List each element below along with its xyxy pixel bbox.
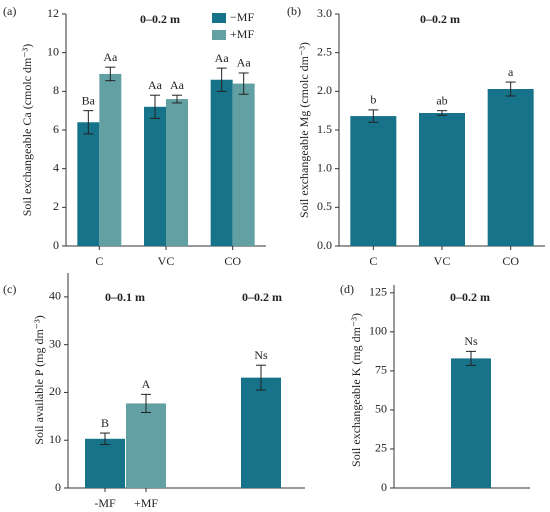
y-tick-label: 20 (49, 384, 61, 398)
y-tick-label: 40 (49, 289, 61, 303)
y-axis-label: Soil exchangeable K (mg dm⁻³) (349, 313, 363, 467)
y-tick-label: 25 (375, 441, 387, 455)
significance-label: Aa (170, 78, 185, 92)
y-tick-label: 0 (55, 480, 61, 494)
bar (451, 358, 491, 488)
y-tick-label: 6 (53, 122, 59, 136)
significance-label: b (370, 93, 376, 107)
y-axis-label: Soil exchangeable Mg (cmolc dm⁻³) (297, 42, 311, 218)
y-tick-label: 10 (47, 44, 59, 58)
x-tick-label: C (369, 254, 377, 268)
x-tick-label: -MF (94, 496, 116, 510)
y-tick-label: 75 (375, 363, 387, 377)
bar (99, 73, 122, 246)
annotation: 0–0.2 m (420, 12, 460, 26)
bar (232, 83, 255, 246)
annotation: 0–0.2 m (242, 290, 282, 304)
significance-label: A (142, 377, 151, 391)
significance-label: Aa (215, 51, 230, 65)
y-tick-label: 1.5 (317, 122, 332, 136)
bar (85, 438, 125, 488)
panel-label: (a) (3, 4, 16, 18)
bar (144, 106, 166, 246)
y-tick-label: 0.0 (317, 238, 332, 252)
significance-label: Aa (237, 56, 252, 70)
y-tick-label: 0 (53, 238, 59, 252)
y-tick-label: 4 (53, 160, 59, 174)
legend-label: +MF (230, 27, 254, 41)
y-tick-label: 125 (369, 285, 387, 299)
x-tick-label: VC (434, 254, 451, 268)
panel-label: (d) (340, 282, 354, 296)
y-tick-label: 2 (53, 199, 59, 213)
y-tick-label: 30 (49, 336, 61, 350)
y-tick-label: 100 (369, 324, 387, 338)
y-tick-label: 8 (53, 83, 59, 97)
x-tick-label: CO (224, 254, 241, 268)
y-axis-label: Soil exchangeable Ca (cmolc dm⁻³) (20, 44, 34, 217)
significance-label: Ba (82, 93, 96, 107)
y-tick-label: 2.5 (317, 44, 332, 58)
x-tick-label: VC (158, 254, 175, 268)
legend-label: −MF (230, 10, 254, 24)
x-tick-label: +MF (134, 496, 158, 510)
legend-swatch (212, 30, 226, 40)
y-tick-label: 0 (381, 480, 387, 494)
bar (126, 403, 166, 488)
panel-label: (b) (287, 4, 301, 18)
bar (77, 122, 100, 246)
bar (350, 116, 397, 246)
significance-label: Ns (464, 334, 478, 348)
y-tick-label: 12 (47, 6, 59, 20)
bar (241, 377, 281, 488)
y-tick-label: 50 (375, 402, 387, 416)
significance-label: Ns (254, 348, 268, 362)
y-tick-label: 1.0 (317, 160, 332, 174)
significance-label: Aa (148, 78, 163, 92)
y-axis-label: Soil available P (mg dm⁻³) (32, 315, 46, 444)
annotation: 0–0.2 m (140, 12, 180, 26)
x-tick-label: CO (502, 254, 519, 268)
significance-label: a (508, 65, 514, 79)
significance-label: ab (436, 93, 447, 107)
y-tick-label: 0.5 (317, 199, 332, 213)
annotation: 0–0.1 m (105, 290, 145, 304)
significance-label: B (101, 416, 109, 430)
bar (210, 79, 233, 246)
y-tick-label: 3.0 (317, 6, 332, 20)
bar (166, 99, 188, 246)
legend-swatch (212, 13, 226, 23)
annotation: 0–0.2 m (450, 290, 490, 304)
panel-label: (c) (3, 282, 16, 296)
y-tick-label: 2.0 (317, 83, 332, 97)
y-tick-label: 10 (49, 432, 61, 446)
x-tick-label: C (95, 254, 103, 268)
significance-label: Aa (103, 50, 118, 64)
bar (487, 89, 534, 246)
bar (419, 112, 465, 246)
